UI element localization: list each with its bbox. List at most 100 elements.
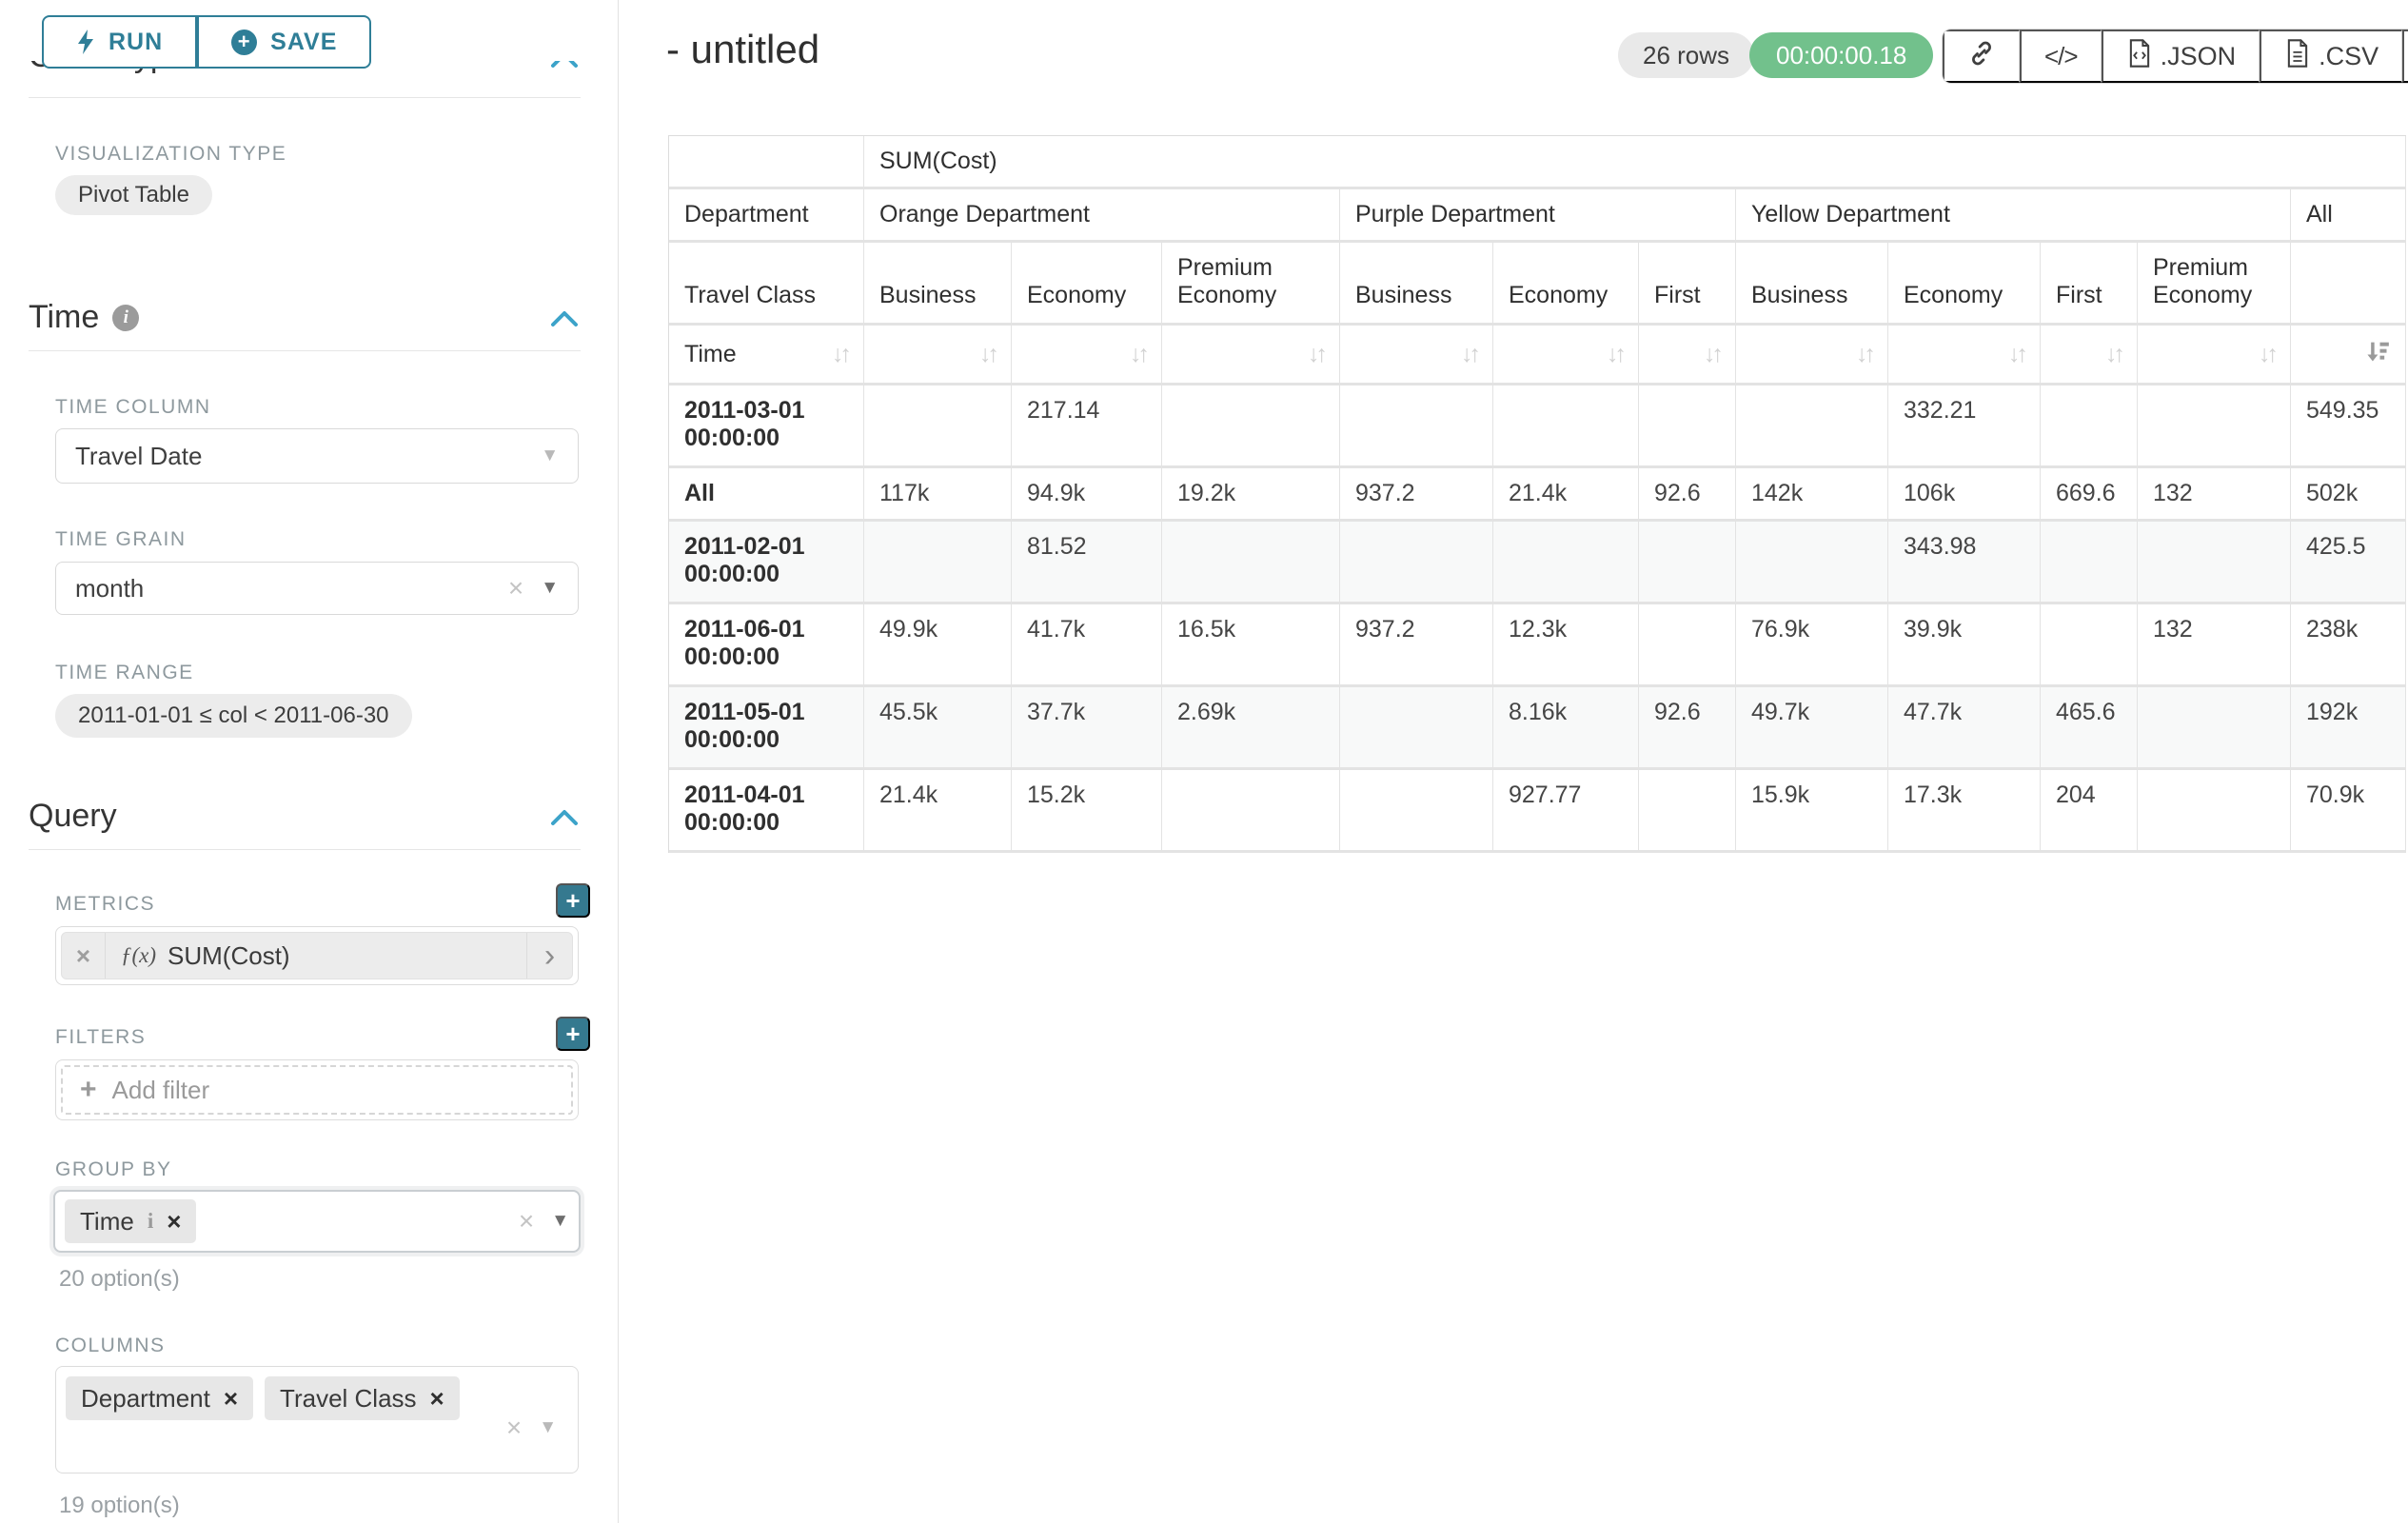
remove-tag-icon[interactable]: × <box>167 1207 181 1236</box>
column-sort-header[interactable]: ↓↑ <box>2138 326 2291 386</box>
column-sort-header-active[interactable] <box>2291 326 2406 386</box>
sort-icon[interactable]: ↓↑ <box>979 341 996 368</box>
cell: 21.4k <box>1493 468 1639 522</box>
time-collapse-chevron-icon[interactable] <box>550 310 579 332</box>
column-sort-header[interactable]: ↓↑ <box>1493 326 1639 386</box>
department-header-row: Department Orange Department Purple Depa… <box>669 189 2406 243</box>
remove-metric-icon[interactable]: × <box>62 933 106 979</box>
chevron-down-icon: ▼ <box>541 445 559 466</box>
column-sort-header[interactable]: ↓↑ <box>2041 326 2138 386</box>
cell: 425.5 <box>2291 522 2406 604</box>
sort-icon[interactable]: ↓↑ <box>2008 341 2024 368</box>
info-icon: i <box>112 305 139 331</box>
group-by-tag[interactable]: Time i × <box>65 1199 196 1243</box>
chart-title[interactable]: - untitled <box>666 27 819 72</box>
column-sort-header[interactable]: ↓↑ <box>1736 326 1888 386</box>
time-sort-header[interactable]: Time ↓↑ <box>669 326 864 386</box>
column-sort-header[interactable]: ↓↑ <box>1162 326 1340 386</box>
column-sort-header[interactable]: ↓↑ <box>1340 326 1493 386</box>
metric-label: ƒ(x) SUM(Cost) <box>106 933 526 979</box>
row-label: 2011-03-01 00:00:00 <box>669 386 864 468</box>
time-grain-select[interactable]: month × ▼ <box>55 562 579 615</box>
sort-icon[interactable]: ↓↑ <box>2105 341 2122 368</box>
sort-icon[interactable]: ↓↑ <box>1856 341 1872 368</box>
cell: 142k <box>1736 468 1888 522</box>
save-button-label: SAVE <box>270 29 337 56</box>
cell <box>2138 386 2291 468</box>
cell <box>2041 522 2138 604</box>
group-by-select[interactable]: Time i × × ▼ <box>53 1190 581 1253</box>
cell <box>1340 522 1493 604</box>
save-button[interactable]: + SAVE <box>197 15 371 69</box>
export-json-button[interactable]: .JSON <box>2102 30 2260 83</box>
columns-select[interactable]: Department × Travel Class × × ▼ <box>55 1366 579 1474</box>
chevron-down-icon: ▼ <box>541 578 559 599</box>
cell: 132 <box>2138 604 2291 687</box>
sort-icon[interactable]: ↓↑ <box>2259 341 2275 368</box>
cell <box>1162 770 1340 853</box>
column-sort-header[interactable]: ↓↑ <box>1012 326 1162 386</box>
clear-icon[interactable]: × <box>519 1206 534 1236</box>
cell: 15.9k <box>1736 770 1888 853</box>
row-label: 2011-04-01 00:00:00 <box>669 770 864 853</box>
column-sort-header[interactable]: ↓↑ <box>1888 326 2041 386</box>
cell: 192k <box>2291 687 2406 770</box>
view-query-button[interactable]: </> <box>2020 30 2102 83</box>
remove-tag-icon[interactable]: × <box>224 1384 238 1414</box>
metric-pill[interactable]: × ƒ(x) SUM(Cost) › <box>61 932 573 979</box>
cell: 132 <box>2138 468 2291 522</box>
cell: 94.9k <box>1012 468 1162 522</box>
run-button[interactable]: RUN <box>42 15 197 69</box>
cell: 343.98 <box>1888 522 2041 604</box>
query-collapse-chevron-icon[interactable] <box>550 809 579 831</box>
cell <box>2138 687 2291 770</box>
clear-icon[interactable]: × <box>508 573 523 603</box>
add-metric-button[interactable]: + <box>556 883 590 918</box>
cell: 21.4k <box>864 770 1012 853</box>
sort-icon[interactable]: ↓↑ <box>832 341 848 368</box>
columns-options-note: 19 option(s) <box>59 1493 180 1519</box>
cell: 47.7k <box>1888 687 2041 770</box>
chevron-right-icon[interactable]: › <box>526 933 572 979</box>
time-column-select[interactable]: Travel Date ▼ <box>55 428 579 484</box>
class-header: Economy <box>1493 243 1639 326</box>
cell: 669.6 <box>2041 468 2138 522</box>
add-filter-dropzone[interactable]: + Add filter <box>61 1065 573 1115</box>
add-filter-plus-button[interactable]: + <box>556 1017 590 1051</box>
row-count-badge: 26 rows <box>1618 32 1754 78</box>
copy-link-button[interactable] <box>1943 30 2020 83</box>
cell <box>1639 604 1736 687</box>
menu-button[interactable] <box>2402 30 2408 83</box>
row-label: 2011-05-01 00:00:00 <box>669 687 864 770</box>
cell: 81.52 <box>1012 522 1162 604</box>
code-icon: </> <box>2044 42 2078 71</box>
travel-class-header-row: Travel Class Business Economy Premium Ec… <box>669 243 2406 326</box>
column-sort-header[interactable]: ↓↑ <box>864 326 1012 386</box>
remove-tag-icon[interactable]: × <box>430 1384 444 1414</box>
clear-icon[interactable]: × <box>506 1413 522 1443</box>
visualization-type-pill[interactable]: Pivot Table <box>55 175 212 215</box>
link-icon <box>1967 39 1996 74</box>
visualization-type-label: VISUALIZATION TYPE <box>55 143 286 166</box>
class-header: First <box>1639 243 1736 326</box>
columns-tags: Department × Travel Class × <box>66 1376 568 1420</box>
cell: 8.16k <box>1493 687 1639 770</box>
class-header: Business <box>1736 243 1888 326</box>
sort-icon[interactable]: ↓↑ <box>1461 341 1477 368</box>
sort-icon[interactable]: ↓↑ <box>1308 341 1324 368</box>
cell: 92.6 <box>1639 468 1736 522</box>
cell <box>864 522 1012 604</box>
column-sort-header[interactable]: ↓↑ <box>1639 326 1736 386</box>
chevron-down-icon: ▼ <box>539 1417 557 1438</box>
row-label: 2011-02-01 00:00:00 <box>669 522 864 604</box>
sort-icon[interactable]: ↓↑ <box>1607 341 1623 368</box>
sort-icon[interactable]: ↓↑ <box>1130 341 1146 368</box>
time-range-pill[interactable]: 2011-01-01 ≤ col < 2011-06-30 <box>55 694 412 738</box>
export-csv-button[interactable]: .CSV <box>2260 30 2402 83</box>
sort-descending-icon[interactable] <box>2363 338 2390 371</box>
class-header <box>2291 243 2406 326</box>
sort-icon[interactable]: ↓↑ <box>1704 341 1720 368</box>
cell: 92.6 <box>1639 687 1736 770</box>
columns-tag[interactable]: Travel Class × <box>265 1376 460 1420</box>
columns-tag[interactable]: Department × <box>66 1376 253 1420</box>
